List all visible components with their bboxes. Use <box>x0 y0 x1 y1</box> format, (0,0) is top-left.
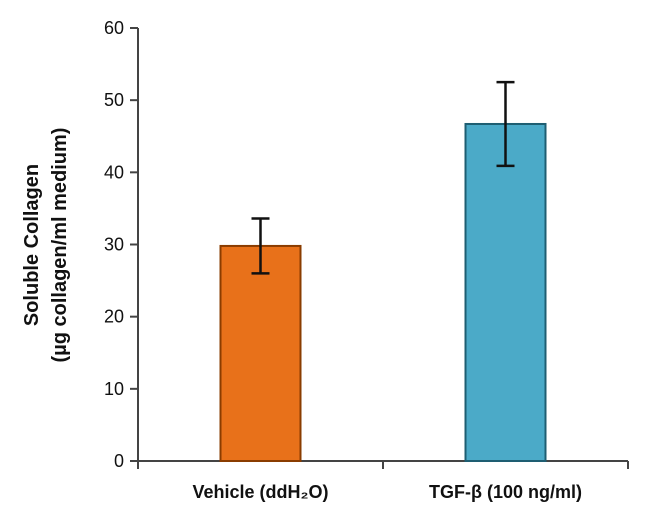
y-tick-label: 10 <box>104 379 124 399</box>
y-axis-units: (µg collagen/ml medium) <box>49 128 71 363</box>
bars <box>219 122 547 463</box>
y-axis: 0 10 20 30 40 50 60 <box>104 18 139 471</box>
x-category-label: TGF-β (100 ng/ml) <box>429 482 582 502</box>
x-axis <box>137 460 629 469</box>
y-tick-label: 50 <box>104 90 124 110</box>
y-tick-label: 40 <box>104 162 124 182</box>
bar <box>219 244 302 462</box>
y-tick-label: 20 <box>104 307 124 327</box>
y-tick-label: 30 <box>104 235 124 255</box>
category-labels: Vehicle (ddH₂O) TGF-β (100 ng/ml) <box>192 482 582 502</box>
y-axis-title: Soluble Collagen <box>21 164 43 326</box>
x-category-label: Vehicle (ddH₂O) <box>192 482 328 502</box>
bar <box>464 122 547 463</box>
error-bars <box>251 80 515 275</box>
y-tick-label: 60 <box>104 18 124 38</box>
y-tick-label: 0 <box>114 451 124 471</box>
